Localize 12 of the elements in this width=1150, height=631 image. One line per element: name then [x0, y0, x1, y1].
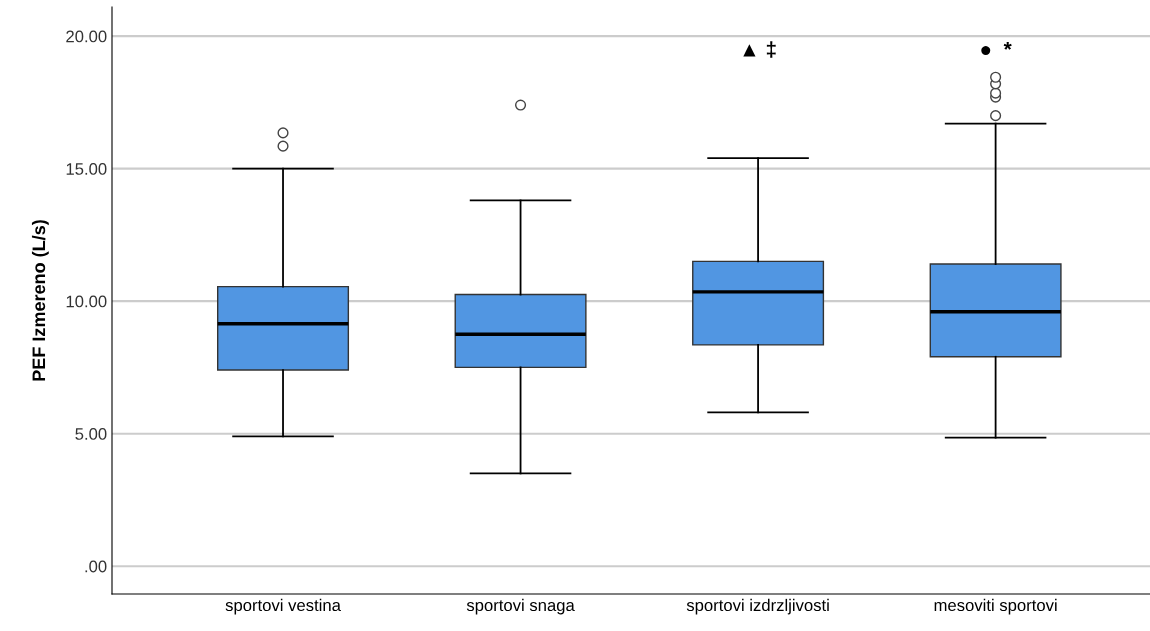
y-tick-label: 5.00 [75, 428, 107, 440]
annotation: ● * [981, 42, 1012, 56]
annotation: ▲ ‡ [743, 41, 776, 58]
y-axis-title: PEF Izmereno (L/s) [31, 220, 49, 381]
x-tick-label: mesoviti sportovi [934, 598, 1057, 615]
y-tick-label: .00 [85, 560, 107, 573]
x-tick-label: sportovi snaga [466, 598, 575, 615]
x-tick-label: sportovi vestina [225, 598, 341, 615]
y-tick-label: 10.00 [66, 295, 107, 308]
y-tick-label: 15.00 [66, 163, 107, 175]
y-tick-label: 20.00 [66, 30, 107, 43]
x-tick-label: sportovi izdrzljivosti [686, 598, 829, 615]
